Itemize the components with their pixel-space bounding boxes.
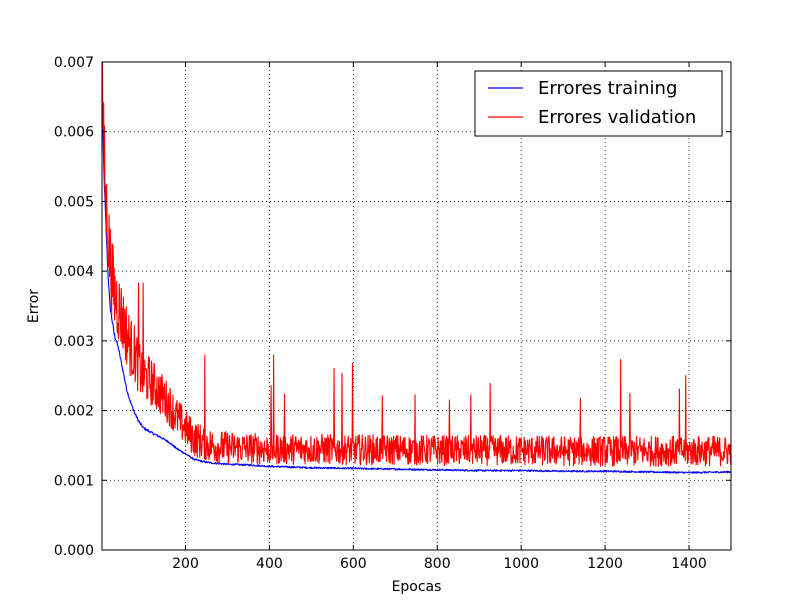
series-line-validation [101, 62, 732, 467]
x-tick-label: 1200 [587, 556, 623, 572]
legend: Errores training Errores validation [474, 70, 723, 137]
y-tick-label: 0.000 [54, 543, 94, 559]
y-axis-label: Error [26, 289, 42, 323]
legend-label: Errores training [538, 78, 677, 99]
x-tick-label: 800 [424, 556, 451, 572]
y-tick-label: 0.007 [54, 55, 94, 71]
x-tick-label: 600 [340, 556, 367, 572]
legend-box [474, 70, 723, 137]
ticks: 200 400 600 800 1000 1200 1400 0.000 0.001 0.002 0… [54, 55, 731, 572]
x-axis-label: Epocas [392, 579, 442, 595]
y-tick-label: 0.001 [54, 473, 94, 489]
y-tick-label: 0.003 [54, 334, 94, 350]
y-tick-label: 0.004 [54, 264, 94, 280]
x-tick-label: 200 [172, 556, 199, 572]
y-tick-label: 0.005 [54, 194, 94, 210]
series-line-training [101, 88, 732, 474]
legend-label: Errores validation [538, 107, 696, 128]
x-tick-label: 1000 [503, 556, 539, 572]
y-tick-label: 0.006 [54, 125, 94, 141]
grid [102, 61, 731, 551]
x-tick-label: 400 [256, 556, 283, 572]
series-layer [101, 62, 732, 474]
plot-frame [101, 61, 732, 551]
x-tick-label: 1400 [671, 556, 707, 572]
y-tick-label: 0.002 [54, 404, 94, 420]
